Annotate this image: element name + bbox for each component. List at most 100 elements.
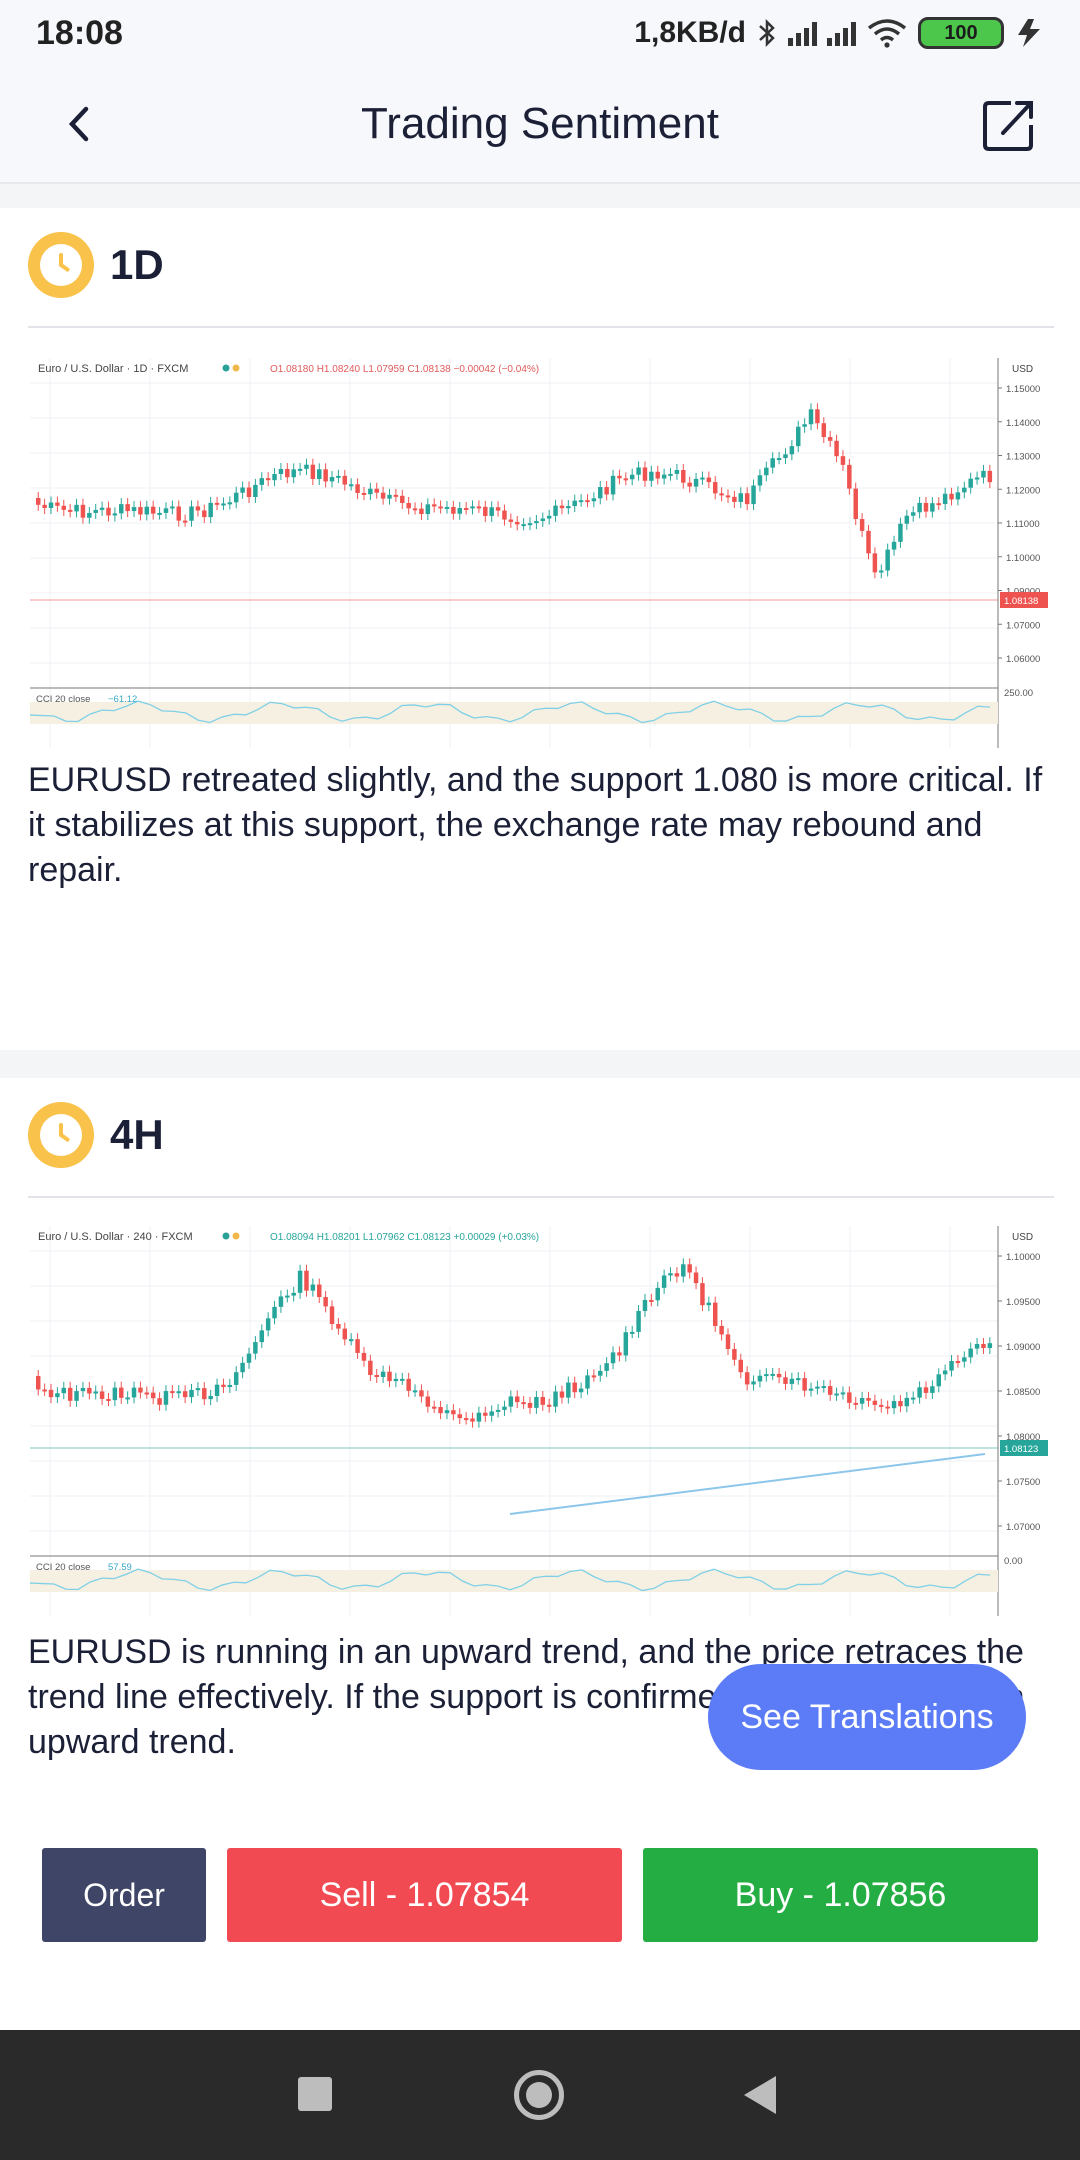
- candle-body: [400, 495, 405, 503]
- candle-body: [285, 1295, 290, 1298]
- candle-body: [604, 1363, 609, 1371]
- candle-body: [240, 1362, 245, 1373]
- candle-body: [393, 1378, 399, 1382]
- candle-body: [974, 477, 980, 480]
- candle-body: [744, 493, 750, 505]
- cci-tick: 250.00: [1004, 688, 1033, 699]
- candle-body: [508, 519, 514, 522]
- divider: [28, 1196, 1054, 1198]
- candle-body: [361, 492, 367, 495]
- candle-body: [789, 1378, 795, 1384]
- candle-body: [968, 1348, 973, 1358]
- candle-body: [572, 500, 577, 507]
- candle-body: [489, 507, 494, 516]
- candle-body: [917, 502, 922, 513]
- candle-body: [259, 1330, 265, 1343]
- candle-body: [700, 1283, 705, 1306]
- candle-body: [246, 487, 252, 497]
- candle-body: [317, 1284, 322, 1298]
- candle-body: [451, 1410, 456, 1415]
- candle-body: [859, 1398, 865, 1404]
- chart-caption: Euro / U.S. Dollar · 240 · FXCM: [38, 1231, 193, 1243]
- candle-body: [840, 1392, 846, 1395]
- candle-body: [444, 506, 450, 509]
- candle-body: [885, 1406, 890, 1409]
- share-button[interactable]: [976, 92, 1042, 158]
- candle-body: [764, 467, 769, 476]
- candle-body: [182, 520, 188, 523]
- back-nav-button[interactable]: [744, 2076, 776, 2114]
- buy-button[interactable]: Buy - 1.07856: [643, 1848, 1038, 1942]
- candle-body: [310, 1284, 316, 1291]
- candle-body: [99, 1391, 105, 1399]
- charging-icon: [1018, 19, 1040, 47]
- cci-line: [29, 700, 991, 724]
- candle-body: [208, 1395, 213, 1400]
- candle-body: [540, 518, 546, 522]
- candle-body: [125, 1397, 130, 1400]
- home-button[interactable]: [514, 2070, 564, 2120]
- candle-body: [74, 504, 79, 512]
- candle-body: [170, 1391, 175, 1394]
- app-header: Trading Sentiment: [0, 66, 1080, 184]
- candle-body: [796, 426, 801, 447]
- candle-body: [834, 440, 839, 457]
- candle-body: [67, 509, 73, 512]
- candle-body: [649, 471, 654, 481]
- candle-body: [559, 505, 565, 509]
- candle-body: [400, 1378, 405, 1381]
- price-chart-1d[interactable]: Euro / U.S. Dollar · 1D · FXCM O1.08180 H…: [29, 358, 1050, 748]
- candle-body: [419, 1390, 424, 1397]
- candle-body: [527, 1402, 533, 1408]
- analysis-section-1d: 1D Euro / U.S. Dollar · 1D · FXCM O1.0818…: [0, 208, 1080, 1050]
- candle-body: [36, 498, 41, 505]
- candle-body: [936, 503, 941, 506]
- candle-body: [61, 1387, 67, 1394]
- candle-body: [981, 470, 986, 478]
- y-tick-label: 1.12000: [1006, 485, 1040, 496]
- candle-body: [815, 409, 820, 424]
- candle-body: [955, 1361, 961, 1364]
- candle-body: [138, 507, 143, 515]
- candle-body: [585, 500, 590, 503]
- candle-body: [233, 1372, 239, 1385]
- candle-body: [67, 1387, 73, 1401]
- candle-body: [476, 1412, 482, 1422]
- candle-body: [546, 1404, 552, 1407]
- candle-body: [623, 1332, 629, 1356]
- candle-body: [93, 1391, 98, 1394]
- price-chart-4h[interactable]: Euro / U.S. Dollar · 240 · FXCM O1.08094 …: [29, 1226, 1050, 1616]
- candle-body: [336, 1323, 341, 1329]
- y-tick-label: 1.09000: [1006, 1342, 1040, 1353]
- network-speed: 1,8KB/d: [634, 16, 746, 49]
- candle-body: [770, 1373, 775, 1376]
- candle-body: [406, 502, 411, 509]
- back-button[interactable]: [48, 94, 108, 154]
- candle-body: [668, 473, 673, 476]
- candle-body: [700, 477, 705, 480]
- candle-body: [808, 409, 814, 425]
- candle-body: [962, 487, 967, 493]
- candle-body: [629, 474, 635, 480]
- candle-body: [272, 474, 277, 481]
- order-button[interactable]: Order: [42, 1848, 206, 1942]
- cci-tick: 0.00: [1004, 1556, 1023, 1567]
- candle-body: [655, 1287, 660, 1301]
- status-time: 18:08: [36, 13, 123, 52]
- battery-level: 100: [944, 21, 978, 44]
- see-translations-button[interactable]: See Translations: [708, 1664, 1026, 1770]
- sell-button[interactable]: Sell - 1.07854: [227, 1848, 622, 1942]
- candle-body: [591, 1375, 597, 1378]
- candle-body: [150, 1392, 156, 1399]
- candle-body: [253, 484, 258, 497]
- candle-body: [106, 507, 111, 516]
- candle-body: [438, 1407, 443, 1414]
- candle-body: [987, 470, 993, 483]
- candle-body: [879, 570, 884, 573]
- status-icons: 1,8KB/d 100: [634, 16, 1044, 50]
- candle-body: [687, 482, 692, 487]
- candle-body: [342, 475, 348, 485]
- candle-body: [636, 467, 641, 475]
- recent-apps-button[interactable]: [298, 2077, 332, 2111]
- candle-body: [687, 1264, 692, 1273]
